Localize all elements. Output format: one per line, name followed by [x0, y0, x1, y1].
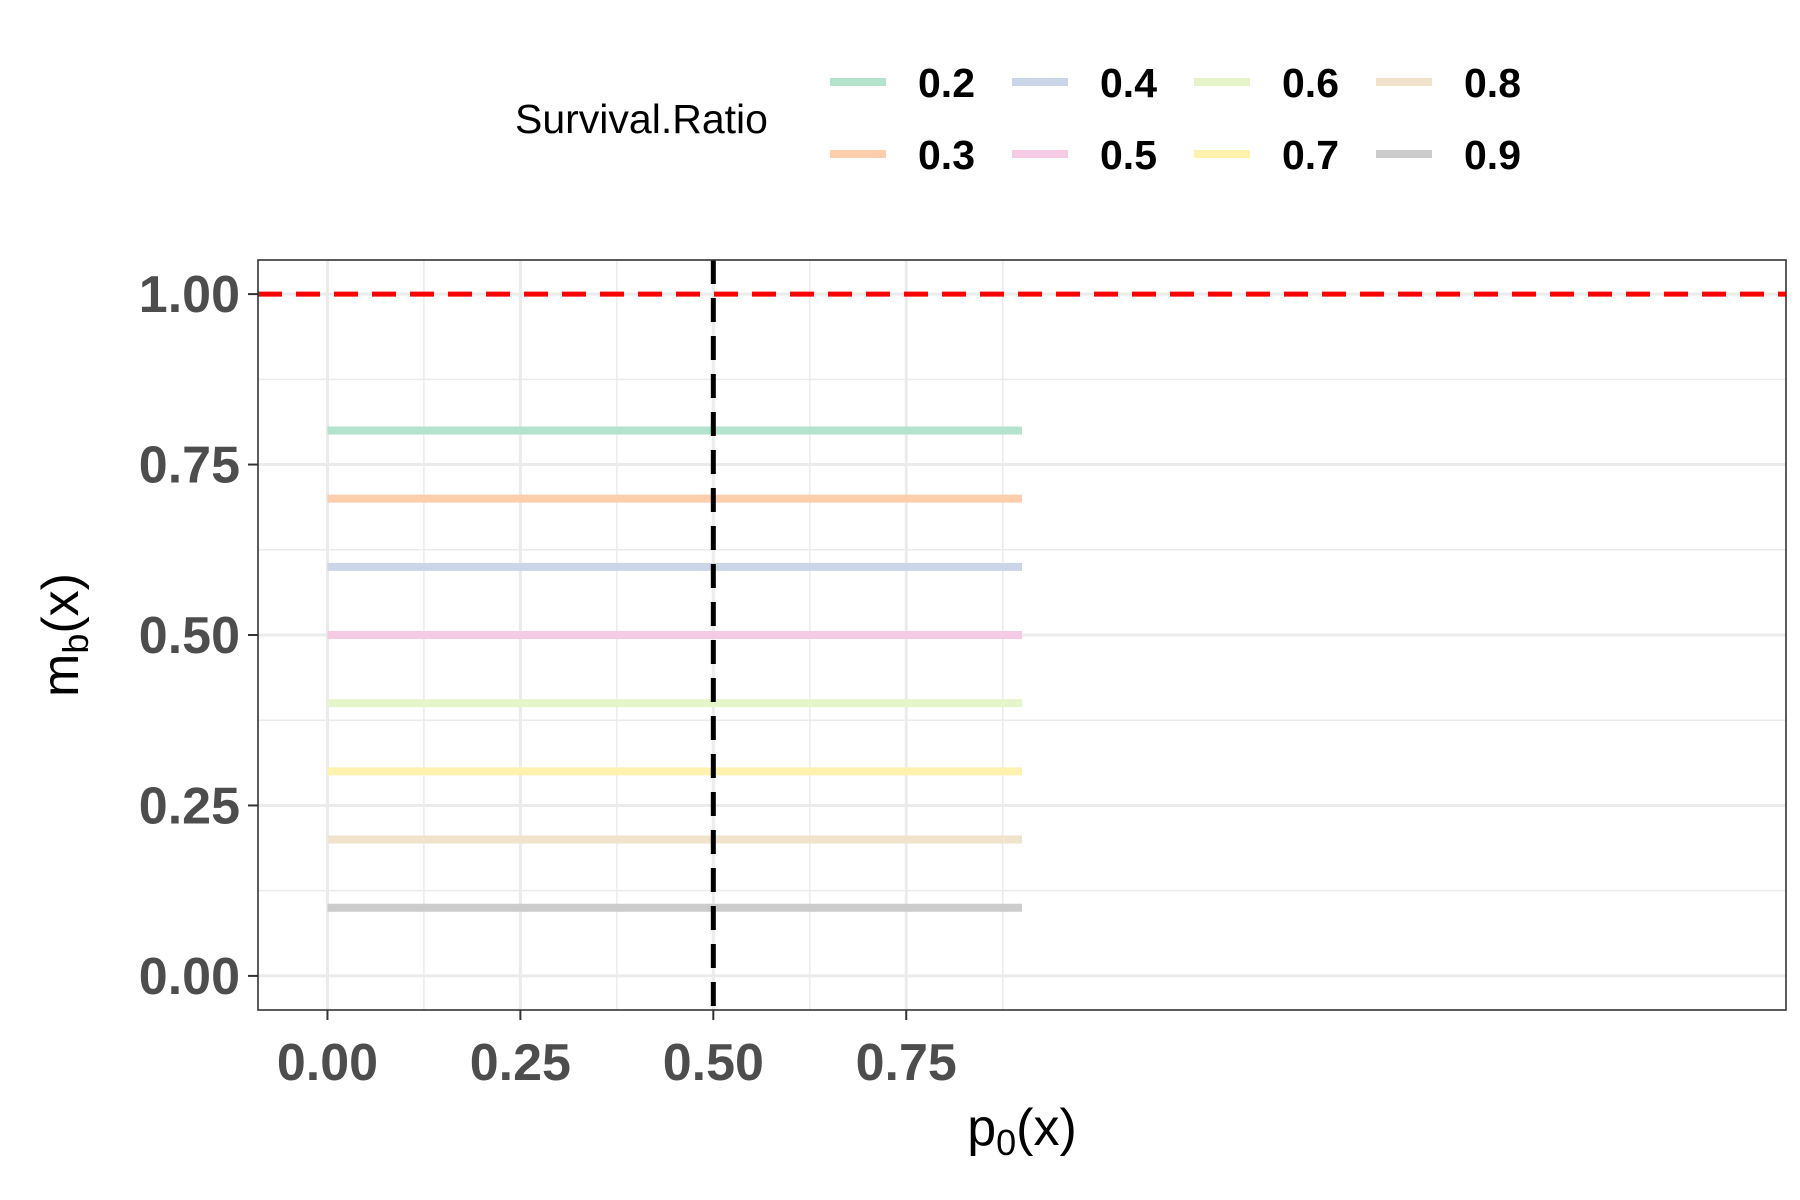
y-tick-label: 1.00 — [139, 266, 240, 324]
y-tick-label: 0.75 — [139, 437, 240, 495]
legend-label-0.5: 0.5 — [1100, 132, 1157, 178]
plot-area — [257, 259, 1787, 1011]
series-lines — [327, 426, 1022, 912]
y-title-sub: b — [55, 634, 96, 654]
x-title-base: p — [967, 1099, 996, 1157]
legend-label-0.9: 0.9 — [1464, 132, 1521, 178]
legend-label-0.7: 0.7 — [1282, 132, 1339, 178]
x-axis-title: p0(x) — [967, 1099, 1077, 1163]
x-tick-label: 0.75 — [856, 1034, 957, 1092]
legend-label-0.4: 0.4 — [1100, 60, 1157, 106]
reference-lines — [258, 260, 1786, 1010]
y-tick-label: 0.00 — [139, 948, 240, 1006]
legend-label-0.8: 0.8 — [1464, 60, 1521, 106]
x-axis: 0.00 0.25 0.50 0.75 — [277, 1010, 957, 1092]
legend-label-0.3: 0.3 — [918, 132, 975, 178]
y-tick-label: 0.25 — [139, 777, 240, 835]
y-title-suffix: (x) — [32, 573, 90, 634]
legend: Survival.Ratio 0.2 0.3 0.4 0.5 0.6 0.7 0.8 0.9 — [515, 60, 1521, 178]
x-tick-label: 0.00 — [277, 1034, 378, 1092]
x-tick-label: 0.25 — [470, 1034, 571, 1092]
x-tick-label: 0.50 — [663, 1034, 764, 1092]
legend-label-0.2: 0.2 — [918, 60, 975, 106]
y-tick-label: 0.50 — [139, 607, 240, 665]
legend-label-0.6: 0.6 — [1282, 60, 1339, 106]
y-title-base: m — [32, 654, 90, 697]
legend-title: Survival.Ratio — [515, 96, 768, 142]
x-title-suffix: (x) — [1016, 1099, 1077, 1157]
y-axis: 0.00 0.25 0.50 0.75 1.00 — [139, 266, 258, 1006]
x-title-sub: 0 — [996, 1122, 1016, 1163]
axis-titles: p0(x) mb(x) — [32, 573, 1077, 1163]
y-axis-title: mb(x) — [32, 573, 96, 697]
